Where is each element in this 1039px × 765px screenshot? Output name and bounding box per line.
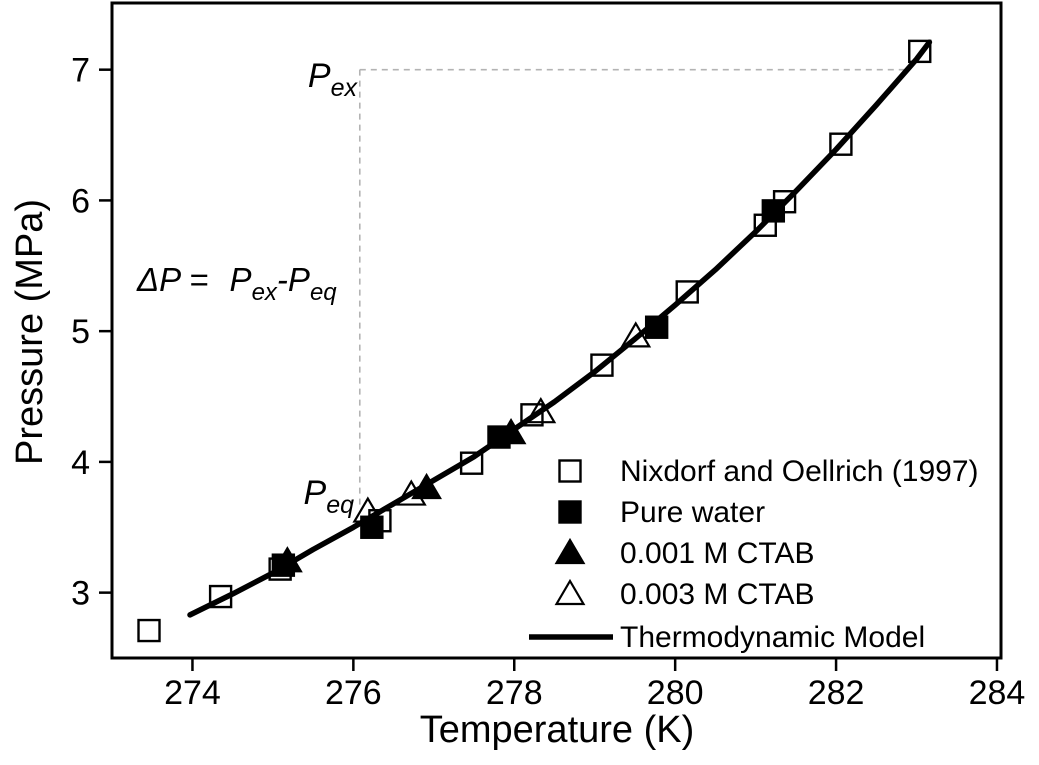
data-point-open-square xyxy=(137,618,161,643)
data-series xyxy=(137,39,933,643)
y-tick-label: 6 xyxy=(71,182,90,220)
data-point-open-square xyxy=(459,451,484,475)
legend: Nixdorf and Oellrich (1997) Pure water 0.0… xyxy=(529,455,979,654)
x-axis: 274 276 278 280 282 284 xyxy=(164,658,1025,712)
model-curve xyxy=(187,39,933,618)
data-point-open-triangle xyxy=(525,397,557,424)
y-tick-label: 4 xyxy=(71,444,90,482)
y-axis: 3 4 5 6 7 xyxy=(71,52,112,613)
data-point-open-square xyxy=(520,403,544,427)
data-point-open-square xyxy=(675,280,699,304)
p-ex-subscript: ex xyxy=(252,279,278,306)
x-axis-title: Temperature (K) xyxy=(420,709,695,751)
legend-item: Thermodynamic Model xyxy=(529,621,925,654)
annotations: ΔP = Pex-Peq Pex Peq xyxy=(136,57,358,519)
legend-label: 0.001 M CTAB xyxy=(620,537,815,570)
delta-p-equation: ΔP = Pex-Peq xyxy=(136,261,337,306)
data-point-open-square xyxy=(908,39,932,64)
legend-label: Thermodynamic Model xyxy=(620,621,925,654)
y-tick-label: 7 xyxy=(71,52,90,90)
data-point-open-square xyxy=(208,584,233,609)
data-point-open-triangle xyxy=(620,321,652,348)
p-ex-label: Pex xyxy=(308,57,359,102)
data-point-filled-triangle xyxy=(411,472,442,500)
data-point-filled-square xyxy=(558,500,582,524)
x-tick-label: 284 xyxy=(969,674,1026,712)
data-point-filled-square xyxy=(761,199,786,223)
p-eq-subscript: eq xyxy=(310,279,337,306)
minus-sign: - xyxy=(277,261,288,298)
legend-item: 0.001 M CTAB xyxy=(554,537,815,570)
axis-titles: Temperature (K) Pressure (MPa) xyxy=(9,199,694,751)
data-point-open-square xyxy=(829,132,853,156)
p-ex-symbol: P xyxy=(230,261,252,298)
legend-item: Nixdorf and Oellrich (1997) xyxy=(558,455,979,488)
data-point-open-square xyxy=(590,353,614,377)
legend-label: Pure water xyxy=(620,496,765,529)
data-point-filled-square xyxy=(360,515,384,539)
legend-item: 0.003 M CTAB xyxy=(554,578,815,611)
p-eq-symbol: P xyxy=(288,261,310,298)
legend-label: Nixdorf and Oellrich (1997) xyxy=(620,455,979,488)
y-tick-label: 5 xyxy=(71,313,90,351)
annotation-dashed-lines xyxy=(358,68,911,507)
delta-p-lead: ΔP = xyxy=(136,261,218,298)
x-tick-label: 282 xyxy=(808,674,865,712)
legend-label: 0.003 M CTAB xyxy=(620,578,815,611)
plot-frame xyxy=(110,1,1003,660)
legend-item: Pure water xyxy=(558,496,765,529)
y-axis-title: Pressure (MPa) xyxy=(9,199,51,465)
p-eq-label: Peq xyxy=(304,474,355,519)
series-filled-square xyxy=(271,199,786,577)
data-point-open-square xyxy=(558,459,582,483)
x-tick-label: 276 xyxy=(325,674,382,712)
x-tick-label: 278 xyxy=(486,674,543,712)
data-point-filled-triangle xyxy=(495,417,527,445)
data-point-filled-triangle xyxy=(271,546,303,573)
series-filled-triangle xyxy=(271,417,527,573)
series-open-triangle xyxy=(352,321,652,523)
plot-border xyxy=(110,1,1003,660)
x-tick-label: 280 xyxy=(647,674,704,712)
x-tick-label: 274 xyxy=(164,674,221,712)
data-point-open-triangle xyxy=(554,578,586,606)
y-tick-label: 3 xyxy=(71,575,90,613)
data-point-filled-triangle xyxy=(554,537,586,565)
data-point-filled-square xyxy=(644,315,669,339)
